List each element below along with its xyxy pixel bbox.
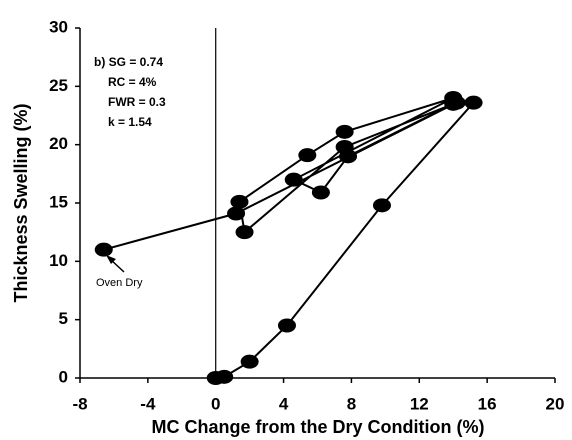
marker — [277, 318, 296, 333]
line — [103, 97, 476, 379]
y-tick-label: 20 — [49, 134, 68, 153]
y-tick-label: 10 — [49, 251, 68, 270]
arrow — [106, 255, 125, 273]
marker — [464, 95, 483, 110]
annotation: b) SG = 0.74 — [94, 55, 163, 69]
x-tick-label: 20 — [546, 394, 565, 413]
annotation: FWR = 0.3 — [108, 95, 166, 109]
marker — [240, 354, 259, 369]
marker — [230, 194, 249, 209]
marker — [335, 124, 354, 139]
annotation: RC = 4% — [108, 75, 157, 89]
marker — [447, 95, 466, 110]
x-tick-label: 8 — [347, 394, 356, 413]
x-tick-label: 12 — [410, 394, 429, 413]
marker — [215, 369, 234, 384]
marker — [372, 198, 391, 213]
y-tick-label: 5 — [59, 309, 68, 328]
x-tick-label: 0 — [211, 394, 220, 413]
marker — [335, 140, 354, 154]
x-tick-label: 4 — [279, 394, 289, 413]
marker — [227, 206, 246, 221]
x-tick-label: 16 — [478, 394, 497, 413]
marker — [284, 172, 303, 187]
annotation: Oven Dry — [96, 277, 143, 289]
y-tick-label: 30 — [49, 17, 68, 36]
marker — [298, 148, 317, 163]
y-tick-label: 0 — [59, 367, 68, 386]
x-axis-title: MC Change from the Dry Condition (%) — [152, 417, 485, 437]
annotation: k = 1.54 — [108, 115, 152, 129]
x-tick-label: -8 — [72, 394, 87, 413]
y-tick-label: 15 — [49, 192, 68, 211]
x-tick-label: -4 — [140, 394, 156, 413]
y-axis-title: Thickness Swelling (%) — [11, 103, 31, 302]
y-tick-label: 25 — [49, 76, 68, 95]
marker — [235, 225, 254, 240]
marker — [311, 185, 330, 200]
marker — [94, 242, 113, 257]
